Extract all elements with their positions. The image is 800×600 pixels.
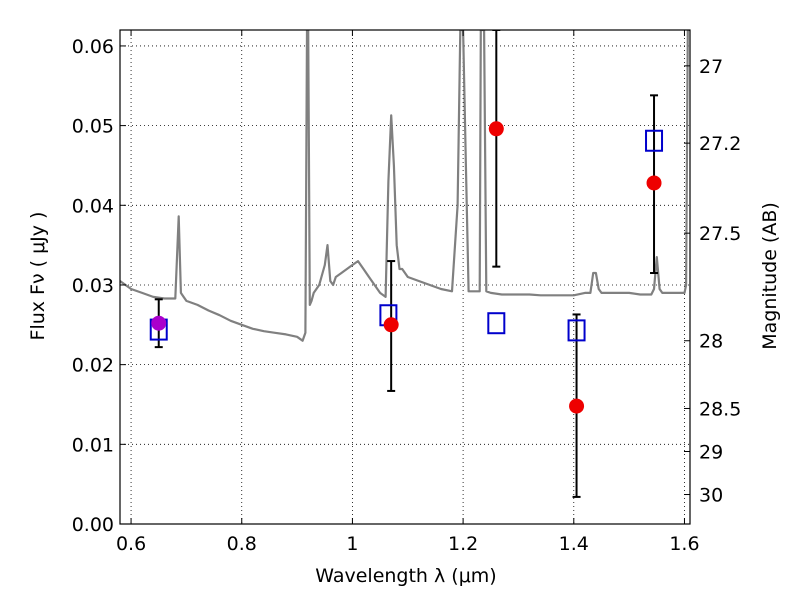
axes-ticks: 0.6 0.8 1 1.2 1.4 1.6 0.00 0.01 0.02 0.03 0.04 0.05…	[72, 30, 741, 555]
optical-circle-point	[151, 315, 167, 331]
x-tick-label: 1	[346, 533, 358, 555]
right-y-axis-label: Magnitude (AB)	[759, 202, 781, 350]
y-tick-label: 0.00	[72, 514, 114, 536]
x-tick-label: 0.6	[116, 533, 146, 555]
spectrum-line	[120, 30, 690, 342]
y-tick-label: 0.03	[72, 275, 114, 297]
right-tick-label: 30	[699, 485, 723, 507]
y-tick-label: 0.04	[72, 195, 114, 217]
y-tick-label: 0.05	[72, 116, 114, 138]
observed-circle-point	[488, 121, 504, 137]
plot-area	[120, 30, 690, 498]
y-tick-label: 0.06	[72, 36, 114, 58]
right-tick-label: 29	[699, 441, 723, 463]
model-square-point	[645, 129, 664, 152]
y-tick-label: 0.01	[72, 434, 114, 456]
x-tick-label: 1.6	[669, 533, 699, 555]
right-tick-label: 27.5	[699, 223, 741, 245]
model-square-point	[567, 319, 586, 342]
observed-circle-point	[569, 398, 585, 414]
observed-circle-point	[383, 317, 399, 333]
y-tick-label: 0.02	[72, 355, 114, 377]
x-tick-label: 1.4	[559, 533, 589, 555]
x-axis-label: Wavelength λ (μm)	[315, 565, 496, 587]
right-tick-label: 27.2	[699, 133, 741, 155]
right-tick-label: 28.5	[699, 398, 741, 420]
y-axis-label: Flux Fν ( μJy )	[27, 212, 49, 341]
plot-frame	[119, 29, 691, 525]
model-square-point	[487, 312, 506, 335]
right-tick-label: 27	[699, 56, 723, 78]
x-tick-label: 0.8	[227, 533, 257, 555]
observed-circle-point	[646, 175, 662, 191]
x-tick-label: 1.2	[448, 533, 478, 555]
right-tick-label: 28	[699, 331, 723, 353]
